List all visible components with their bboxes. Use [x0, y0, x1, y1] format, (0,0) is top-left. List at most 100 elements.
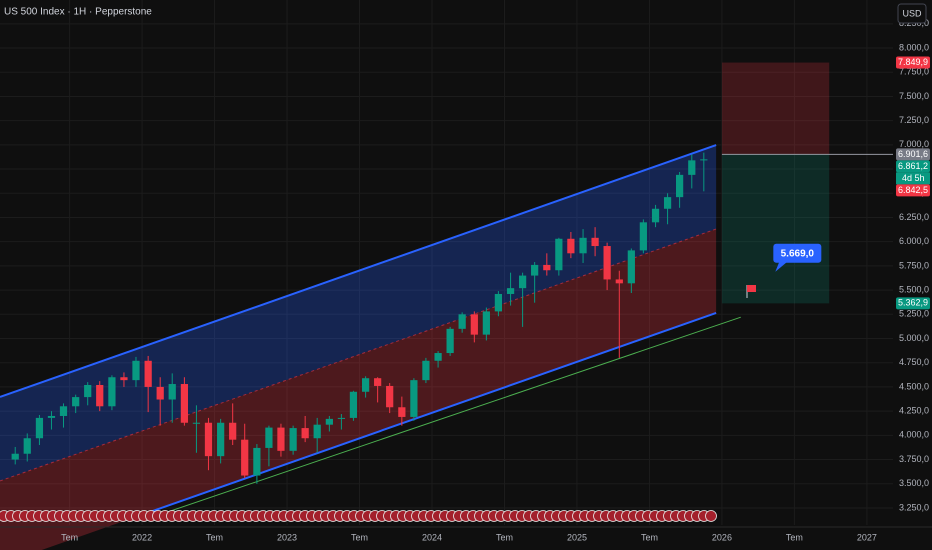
candle-body: [555, 238, 563, 271]
candle-body: [72, 397, 80, 407]
axes: 3.250,0 3.500,0 3.750,0 4.000,0 4.250,0 4.500…: [61, 18, 930, 542]
grid: [0, 0, 893, 525]
candle-body: [156, 386, 164, 400]
price-axis: [893, 0, 932, 550]
candle-body: [700, 159, 708, 161]
x-tick-label: 2025: [567, 532, 587, 542]
y-tick-label: 5.250,0: [899, 309, 929, 319]
candle-body: [446, 328, 454, 354]
candle-body: [591, 237, 599, 247]
candle-body: [180, 384, 189, 423]
candle-body: [84, 384, 92, 398]
y-tick-label: 5.750,0: [899, 260, 929, 270]
position-target-zone: [721, 154, 830, 304]
candle-body: [229, 422, 237, 440]
price-marker: [896, 297, 930, 310]
candle-body: [192, 422, 201, 424]
candle-body: [639, 222, 647, 251]
y-tick-label: 5.000,0: [899, 333, 929, 343]
channel-upper-fill: [0, 145, 717, 481]
candle-body: [422, 360, 430, 381]
chart-title: US 500 Index · 1H · Pepperstone: [4, 7, 152, 18]
candle-body: [651, 208, 660, 223]
candle-body: [627, 250, 635, 284]
y-tick-label: 6.000,0: [899, 236, 929, 246]
candle-body: [518, 275, 527, 289]
x-tick-label: 2022: [132, 532, 152, 542]
candle-body: [23, 438, 31, 454]
candle-body: [470, 314, 478, 335]
candle-body: [567, 238, 575, 254]
x-tick-label: Tem: [786, 532, 803, 542]
candle-body: [204, 422, 213, 457]
candle-body: [47, 415, 56, 418]
channel-lower: [149, 312, 717, 513]
y-tick-label: 7.750,0: [899, 67, 929, 77]
y-tick-label: 8.000,0: [899, 42, 929, 52]
callout-box: [773, 243, 822, 263]
candle-body: [531, 264, 539, 276]
candle-body: [361, 378, 370, 392]
currency-button[interactable]: [897, 3, 927, 24]
candle-body: [434, 353, 442, 361]
x-tick-label: 2027: [857, 532, 877, 542]
price-marker-label: 7.849,9: [898, 57, 928, 67]
event-markers: [0, 510, 717, 522]
candle-body: [458, 314, 466, 329]
x-tick-label: Tem: [351, 532, 368, 542]
candle-body: [120, 377, 128, 381]
y-tick-label: 3.500,0: [899, 478, 929, 488]
price-marker-label: 5.362,9: [898, 298, 928, 308]
x-tick-label: Tem: [61, 532, 78, 542]
y-tick-label: 6.250,0: [899, 212, 929, 222]
price-marker-label: 6.901,6: [898, 149, 928, 159]
candle-body: [289, 428, 297, 451]
candle-body: [301, 428, 309, 439]
candle-body: [663, 197, 672, 209]
y-tick-label: 3.750,0: [899, 454, 929, 464]
candle-body: [325, 418, 333, 425]
x-tick-label: Tem: [206, 532, 223, 542]
price-marker-label: 6.842,5: [898, 185, 928, 195]
candle-body: [675, 174, 684, 198]
price-marker-label: 6.861,2: [898, 161, 928, 171]
currency-label[interactable]: USD: [902, 8, 922, 18]
y-tick-label: 7.000,0: [899, 139, 929, 149]
candle-body: [374, 378, 382, 386]
candle-body: [265, 427, 273, 448]
candle-body: [398, 407, 406, 417]
channel-upper: [0, 144, 717, 398]
y-tick-label: 5.500,0: [899, 284, 929, 294]
event-marker: [705, 510, 717, 522]
candle-body: [96, 384, 104, 407]
y-tick-label: 4.000,0: [899, 430, 929, 440]
y-tick-label: 3.250,0: [899, 502, 929, 512]
x-tick-label: Tem: [641, 532, 658, 542]
position-stop-zone: [721, 62, 830, 155]
candle-body: [241, 439, 249, 476]
candle-body: [506, 288, 515, 294]
candle-body: [11, 453, 19, 460]
candle-body: [313, 424, 321, 439]
candle-body: [144, 360, 152, 387]
price-marker: [896, 56, 930, 69]
candle-body: [688, 160, 696, 175]
y-tick-label: 7.500,0: [899, 91, 929, 101]
candle-body: [108, 377, 116, 407]
candle-body: [337, 417, 346, 419]
flag-cloth: [747, 285, 756, 292]
callout-label: 5.669,0: [781, 248, 815, 259]
channel-lower-fill: [0, 228, 717, 550]
x-tick-label: 2024: [422, 532, 442, 542]
y-tick-label: 4.250,0: [899, 406, 929, 416]
flag: [746, 285, 756, 298]
y-tick-label: 7.250,0: [899, 115, 929, 125]
callout-pointer: [775, 261, 788, 272]
candle-body: [386, 385, 394, 408]
candle-body: [35, 417, 44, 439]
candle-body: [277, 427, 285, 451]
candle-body: [168, 384, 176, 400]
